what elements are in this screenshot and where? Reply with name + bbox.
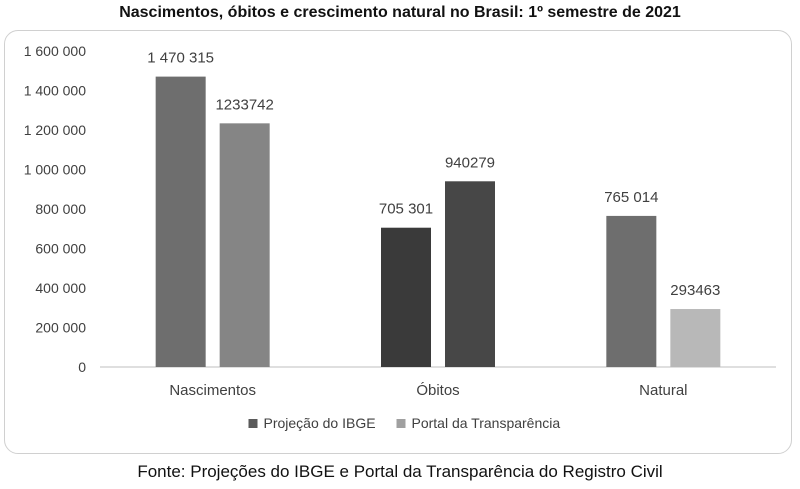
- bar: [606, 215, 657, 367]
- data-label: 1 470 315: [147, 50, 214, 67]
- y-tick-label: 1 200 000: [24, 122, 86, 138]
- x-tick-label: Natural: [639, 382, 687, 399]
- x-tick-label: Óbitos: [416, 382, 459, 399]
- legend-label: Portal da Transparência: [412, 415, 561, 431]
- y-tick-label: 200 000: [35, 320, 86, 336]
- bar: [445, 181, 495, 367]
- legend-label: Projeção do IBGE: [264, 415, 376, 431]
- bar: [381, 227, 431, 367]
- y-tick-label: 1 600 000: [24, 43, 86, 59]
- bar: [670, 309, 721, 367]
- chart-title: Nascimentos, óbitos e crescimento natura…: [119, 4, 681, 21]
- legend: Projeção do IBGE Portal da Transparência: [248, 415, 561, 431]
- data-label: 293463: [670, 282, 720, 299]
- source-note: Fonte: Projeções do IBGE e Portal da Tra…: [137, 462, 663, 481]
- bars: 1 470 315 1233742 705 301 940279 765 014 2934…: [147, 50, 720, 367]
- y-tick-label: 0: [78, 359, 86, 375]
- chart-frame: [4, 30, 792, 454]
- y-axis: 0 200 000 400 000 600 000 800 000 1 000 000 1 …: [24, 43, 87, 375]
- legend-swatch: [248, 419, 258, 428]
- y-tick-label: 1 400 000: [24, 83, 86, 99]
- y-tick-label: 800 000: [35, 201, 86, 217]
- y-tick-label: 400 000: [35, 280, 86, 296]
- bar: [155, 76, 206, 367]
- y-tick-label: 1 000 000: [24, 162, 86, 178]
- data-label: 765 014: [604, 189, 658, 206]
- data-label: 1233742: [215, 96, 273, 113]
- data-label: 705 301: [379, 201, 433, 218]
- bar: [219, 123, 270, 367]
- data-label: 940279: [445, 154, 495, 171]
- y-tick-label: 600 000: [35, 241, 86, 257]
- legend-swatch: [396, 419, 406, 428]
- x-axis: Nascimentos Óbitos Natural: [169, 382, 687, 399]
- x-tick-label: Nascimentos: [169, 382, 256, 399]
